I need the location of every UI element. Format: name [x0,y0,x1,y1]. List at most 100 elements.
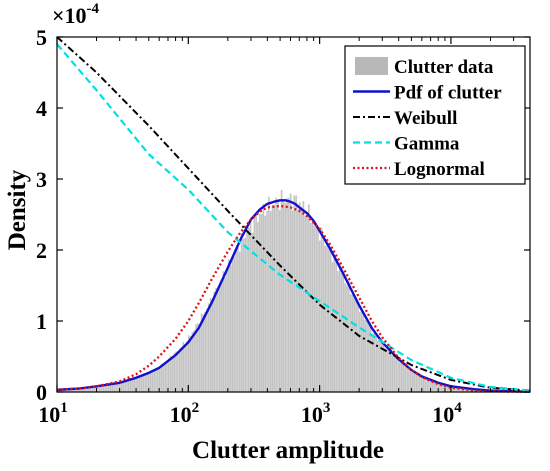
y-axis-multiplier-base: ×10 [52,3,87,28]
histogram-bar [133,378,136,392]
x-tick-label-exponent: 1 [60,400,68,416]
histogram-bar [422,376,425,392]
histogram-bar [309,222,312,392]
histogram-bar [233,256,236,392]
histogram-bar [169,355,172,392]
histogram-bar [182,341,185,392]
histogram-bar [286,198,288,392]
histogram-bar [66,389,68,392]
histogram-bar [106,384,108,392]
histogram-bar [151,370,154,392]
histogram-bar [404,366,407,392]
histogram-bar [457,387,459,392]
histogram-bar [288,197,290,392]
histogram-bar [440,383,443,392]
histogram-bar [158,367,161,392]
histogram-bar [86,387,88,392]
histogram-bar [193,330,196,392]
histogram-bar [228,259,230,392]
histogram-bar [166,360,168,392]
histogram-bar [248,227,250,392]
histogram-bar [382,343,385,392]
histogram-bar [264,215,266,392]
histogram-bar [102,384,105,392]
histogram-bar [217,289,219,392]
histogram-bar [308,204,310,392]
histogram-bar [389,353,392,392]
histogram-bar [293,195,296,392]
y-tick-label: 4 [36,96,47,121]
histogram-bar [391,354,394,392]
histogram-bar [257,222,259,392]
histogram-bar [235,247,237,392]
histogram-bar [373,331,376,392]
histogram-bar [98,385,101,392]
legend-label-lognormal: Lognormal [394,159,485,180]
histogram-bar [318,240,321,392]
histogram-bar [360,307,363,392]
histogram-bar [424,378,427,392]
histogram-bar [229,265,232,392]
histogram-bar [329,247,332,392]
histogram-bar [104,385,106,392]
histogram-bar [171,357,174,392]
histogram-bar [187,335,190,392]
histogram-bar [340,273,343,392]
histogram-bar [246,232,248,392]
histogram-bar [442,384,445,392]
histogram-bar [160,363,163,392]
y-axis-label: Density [4,169,31,250]
histogram-bar [399,362,401,392]
histogram-bar [91,387,94,392]
histogram-bar [359,312,361,392]
histogram-bar [402,364,405,392]
histogram-bar [453,386,456,392]
histogram-bar [249,220,252,392]
histogram-bar [244,237,246,392]
histogram-bar [364,320,367,392]
histogram-bar [300,206,303,392]
histogram-bar [80,388,83,392]
histogram-bar [260,214,263,392]
histogram-bar [226,271,228,392]
histogram-bar [298,202,301,392]
histogram-bar [320,227,323,392]
histogram-bar [262,203,265,392]
histogram-bar [315,222,317,392]
histogram-bar [118,383,121,392]
histogram-bar [344,283,347,392]
histogram-bar [338,268,341,392]
x-tick-label-exponent: 4 [454,400,462,416]
histogram-bar [426,378,428,392]
histogram-bar [379,339,381,392]
histogram-bar [380,342,383,392]
histogram-bar [177,351,179,392]
x-tick-label: 102 [170,400,200,427]
legend-label-gamma: Gamma [394,134,460,155]
histogram-bar [224,277,226,392]
histogram-bar [142,374,145,392]
histogram-bar [433,381,436,392]
histogram-bar [448,385,450,392]
histogram-bar [289,193,292,392]
series-line-lognormal [56,204,531,394]
y-tick-label: 0 [36,380,47,405]
histogram-bar [468,388,470,392]
y-tick-label: 3 [36,167,47,192]
y-axis-multiplier: ×10-4 [52,1,100,28]
histogram-bar [362,315,365,392]
histogram-bar [268,196,270,392]
histogram-bar [240,233,243,392]
histogram-bar [278,210,281,392]
histogram-bar [115,382,117,392]
histogram-bar [282,200,285,392]
histogram-bar [464,388,467,392]
axes-box [56,36,531,393]
histogram-bar [191,332,194,392]
histogram-bar [211,303,214,392]
histogram-bar [428,378,430,392]
histogram-bar [377,340,379,392]
histogram-bar [204,311,206,392]
histogram-bar [117,383,119,392]
histogram-bar [77,388,79,392]
